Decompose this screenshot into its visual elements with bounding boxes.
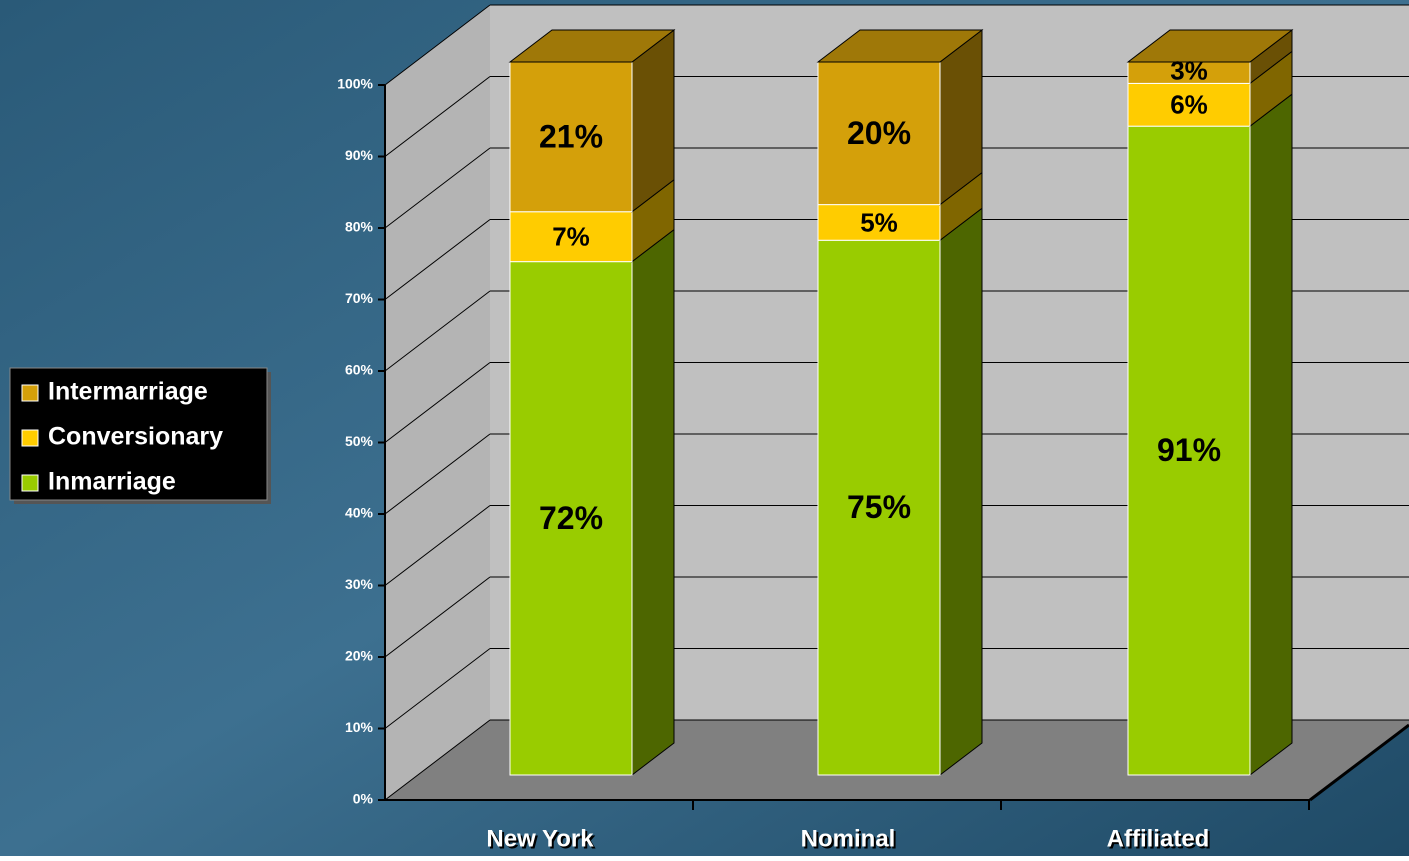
- legend-label: Conversionary: [48, 423, 223, 451]
- bar-top: [1126, 29, 1294, 63]
- y-tick-label: 90%: [345, 147, 374, 163]
- bar: [817, 204, 941, 241]
- value-label: 72%: [539, 500, 603, 536]
- y-tick-label: 50%: [345, 433, 374, 449]
- value-label: 75%: [847, 489, 911, 525]
- y-tick-label: 10%: [345, 719, 374, 735]
- bar: [509, 261, 633, 776]
- y-tick-label: 80%: [345, 219, 374, 235]
- bar: [509, 61, 633, 213]
- value-label: 21%: [539, 118, 603, 154]
- floor-edge: [1309, 723, 1409, 802]
- grid-line: [384, 76, 491, 157]
- legend-swatch: [21, 384, 39, 402]
- bar-side: [631, 228, 675, 777]
- value-label: 91%: [1157, 432, 1221, 468]
- value-label: 20%: [847, 115, 911, 151]
- grid-line: [384, 219, 491, 300]
- value-label: 6%: [1170, 90, 1208, 120]
- value-label: 3%: [1170, 56, 1208, 86]
- legend-label: Inmarriage: [48, 468, 176, 496]
- x-tick-label-shadow: Nominal: [803, 827, 898, 854]
- value-label: 5%: [860, 207, 898, 237]
- y-tick-label: 30%: [345, 576, 374, 592]
- grid-line: [384, 147, 491, 229]
- x-tick-label-shadow: New York: [488, 827, 596, 854]
- x-tick-label: Nominal: [801, 825, 896, 852]
- grid-line: [384, 719, 491, 801]
- bar: [817, 239, 941, 776]
- legend-swatch: [21, 429, 39, 447]
- legend-label: Intermarriage: [48, 378, 208, 406]
- y-tick-label: 20%: [345, 648, 374, 664]
- y-tick-label: 40%: [345, 505, 374, 521]
- bar: [1127, 125, 1251, 776]
- legend-swatch: [21, 474, 39, 492]
- bar-top: [816, 29, 984, 63]
- y-tick-label: 0%: [353, 791, 374, 807]
- bar: [509, 211, 633, 263]
- y-tick-label: 60%: [345, 362, 374, 378]
- x-tick-label: New York: [486, 825, 594, 852]
- bar: [817, 61, 941, 206]
- x-tick-label: Affiliated: [1107, 825, 1210, 852]
- grid-line: [384, 290, 491, 372]
- grid-line: [384, 648, 491, 729]
- x-tick-label-shadow: Affiliated: [1109, 827, 1212, 854]
- grid-line: [384, 505, 491, 586]
- bar-top: [508, 29, 676, 63]
- legend: [9, 367, 268, 501]
- grid-line: [384, 4, 491, 86]
- grid-line: [384, 576, 491, 658]
- y-tick-label: 70%: [345, 290, 374, 306]
- value-label: 7%: [552, 222, 590, 252]
- grid-line: [384, 362, 491, 443]
- bar-side: [1249, 93, 1293, 777]
- grid-line: [384, 433, 491, 515]
- y-tick-label: 100%: [337, 76, 373, 92]
- bar-side: [939, 207, 983, 777]
